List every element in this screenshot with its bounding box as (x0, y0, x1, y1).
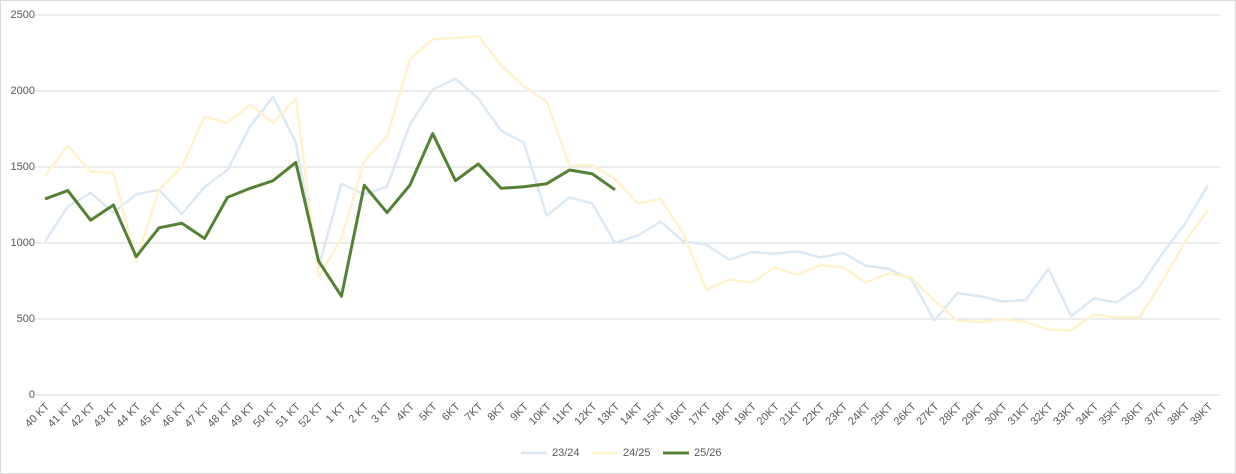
y-tick-label: 1000 (11, 237, 35, 249)
y-tick-label: 2500 (11, 9, 35, 21)
y-tick-label: 500 (17, 313, 35, 325)
y-tick-label: 1500 (11, 161, 35, 173)
y-tick-label: 0 (29, 389, 35, 401)
legend-label: 24/25 (623, 447, 651, 459)
series-line (44, 132, 616, 298)
series-line (44, 35, 1210, 332)
series-line (43, 77, 1210, 322)
legend-label: 25/26 (694, 447, 722, 459)
legend-label: 23/24 (552, 447, 580, 459)
y-tick-label: 2000 (11, 85, 35, 97)
